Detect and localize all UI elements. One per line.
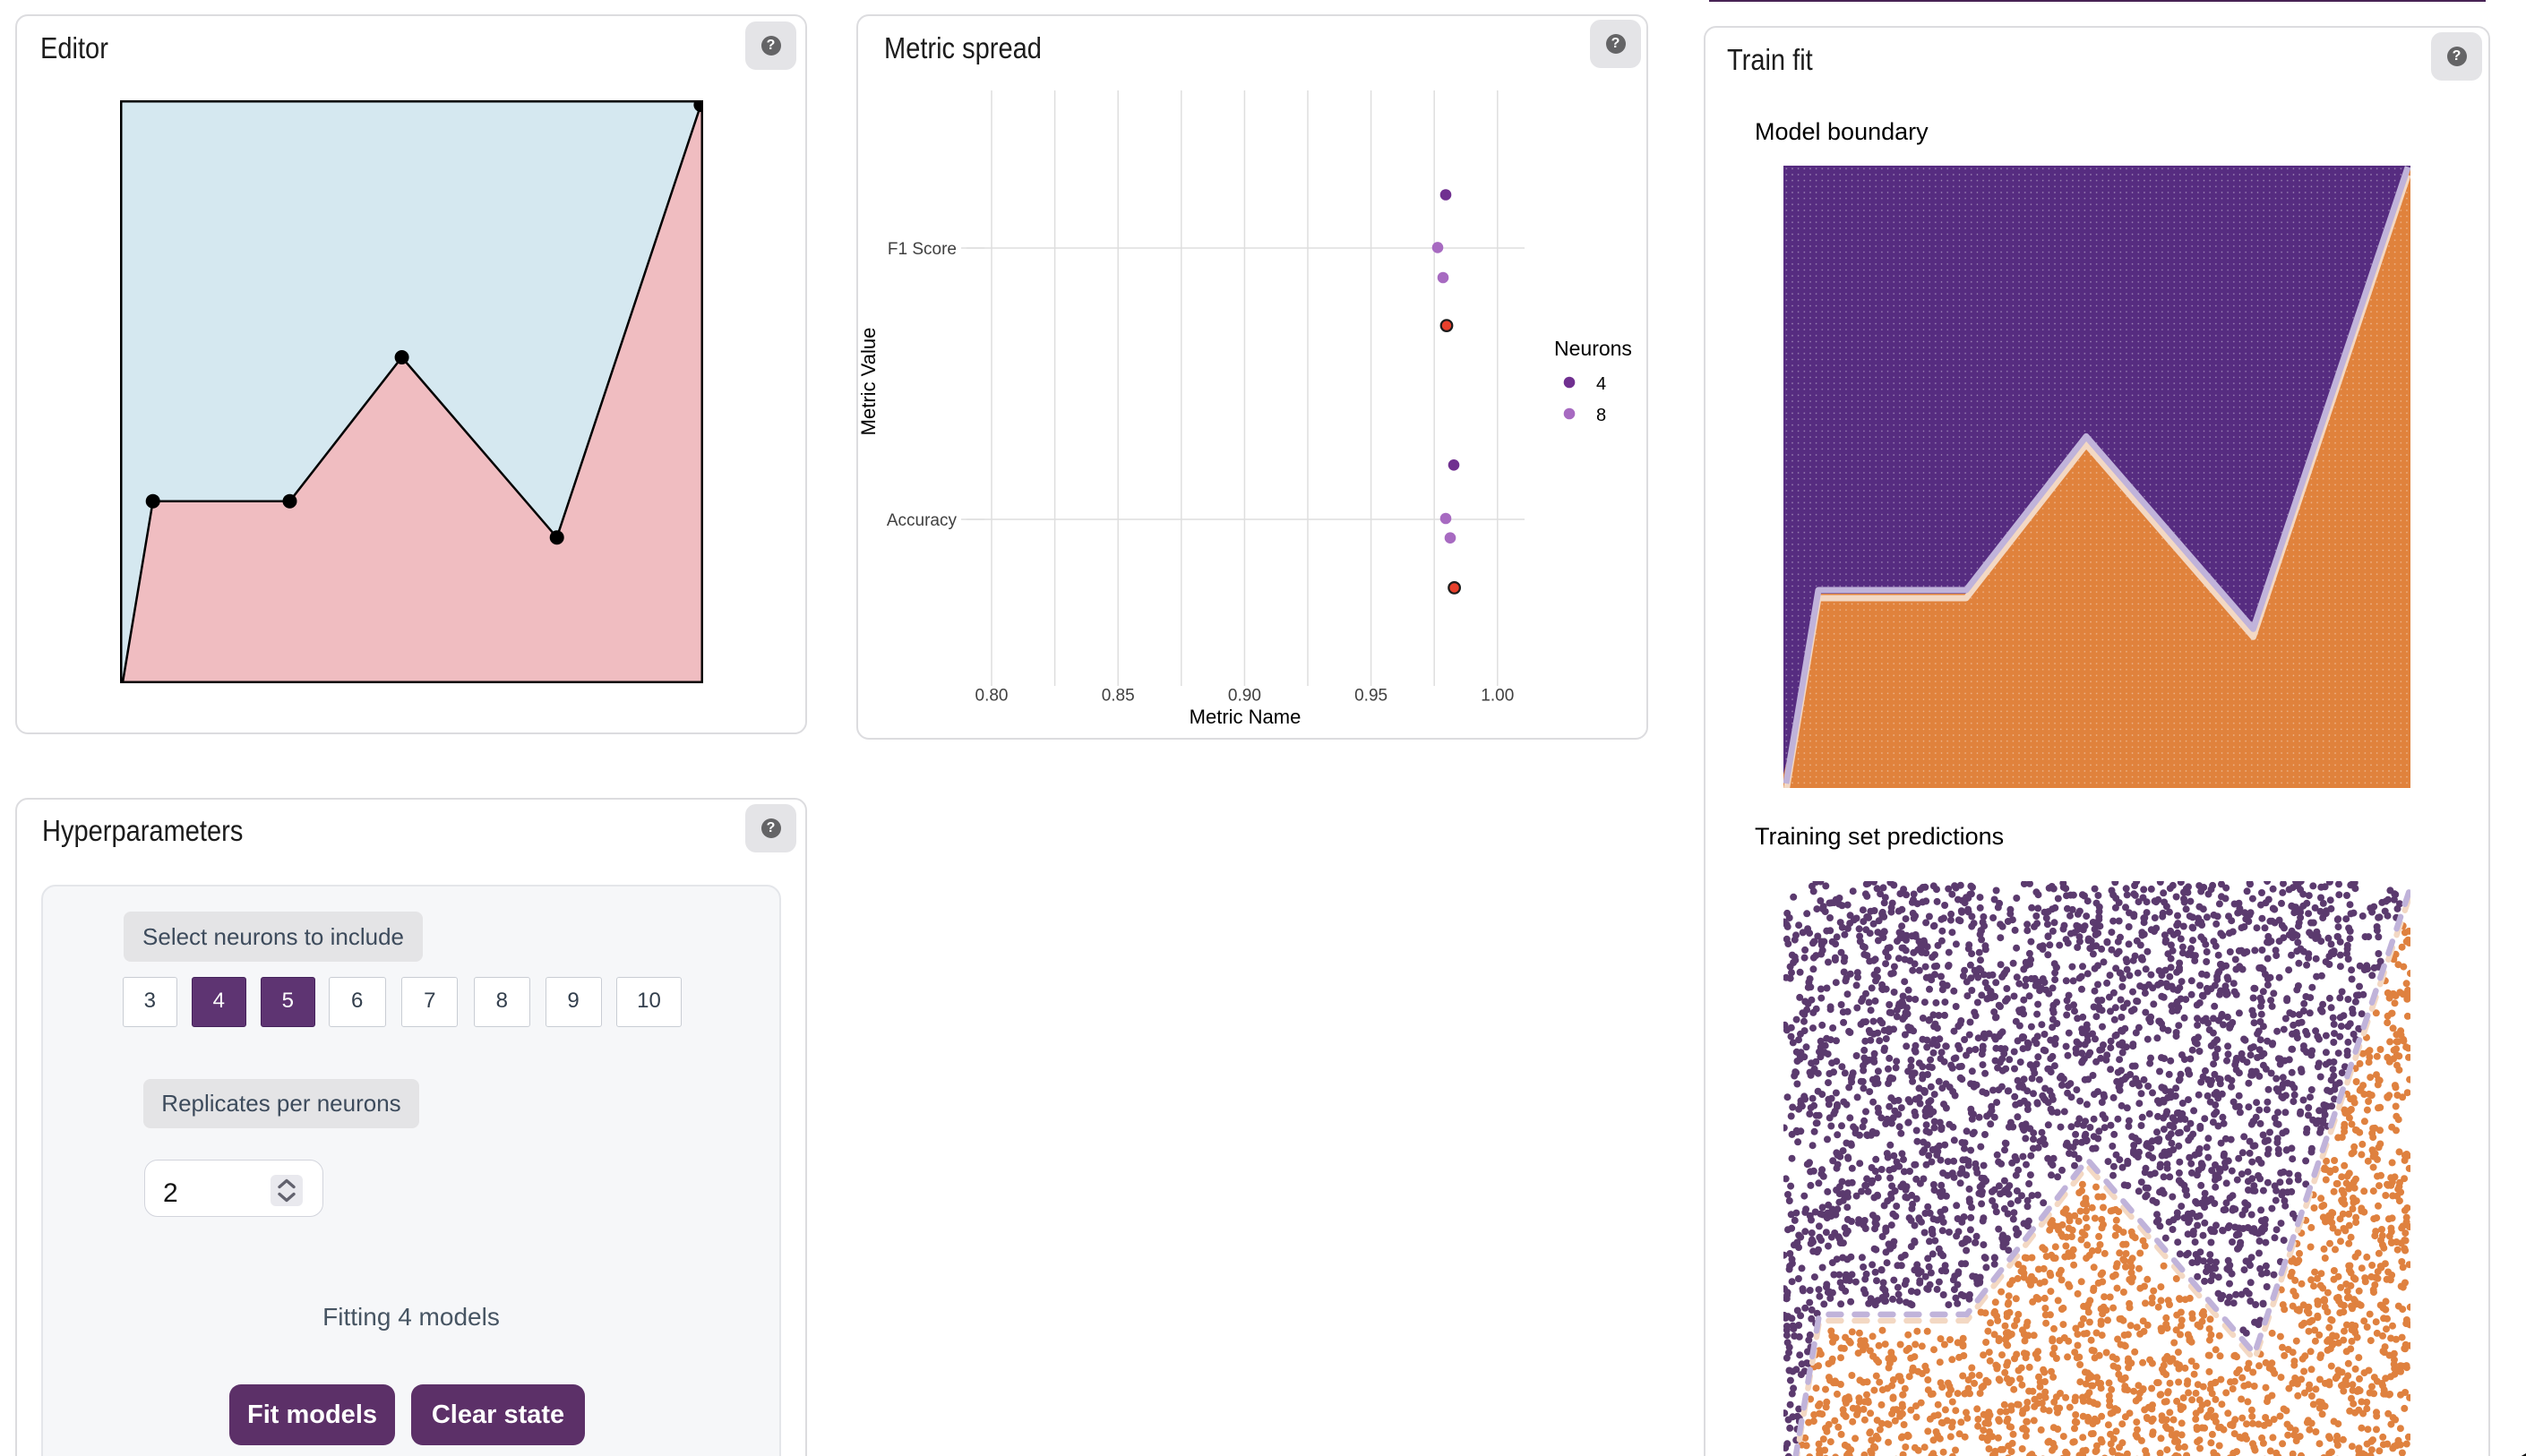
- svg-text:0.95: 0.95: [1354, 687, 1388, 706]
- svg-text:4: 4: [1596, 374, 1606, 394]
- svg-text:0.80: 0.80: [975, 687, 1009, 706]
- svg-text:1.00: 1.00: [1481, 687, 1514, 706]
- svg-text:8: 8: [1596, 406, 1606, 425]
- svg-text:F1 Score: F1 Score: [888, 240, 957, 259]
- svg-text:Metric Name: Metric Name: [1190, 706, 1302, 728]
- svg-text:Metric Value: Metric Value: [857, 328, 880, 436]
- svg-text:Accuracy: Accuracy: [887, 511, 958, 530]
- svg-text:0.90: 0.90: [1228, 687, 1261, 706]
- svg-text:0.85: 0.85: [1102, 687, 1135, 706]
- svg-text:Neurons: Neurons: [1554, 337, 1632, 360]
